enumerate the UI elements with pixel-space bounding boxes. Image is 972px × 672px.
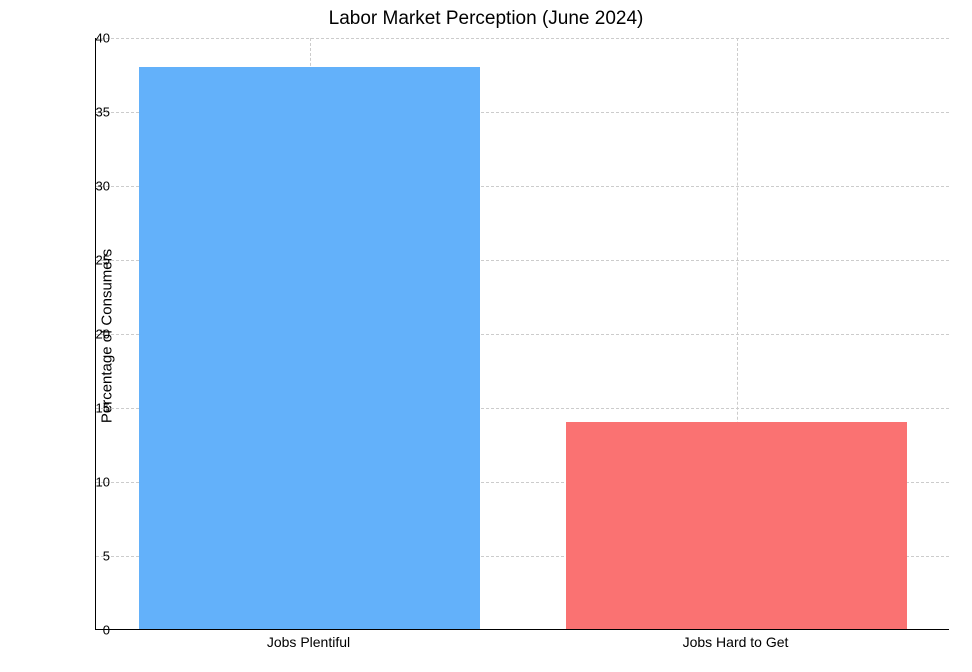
- y-tick-label: 35: [80, 105, 110, 120]
- y-tick-label: 10: [80, 475, 110, 490]
- chart-container: Labor Market Perception (June 2024) Perc…: [0, 0, 972, 672]
- y-tick-label: 20: [80, 327, 110, 342]
- y-tick-label: 40: [80, 31, 110, 46]
- y-tick-label: 15: [80, 401, 110, 416]
- y-tick-label: 5: [80, 549, 110, 564]
- y-tick-label: 0: [80, 623, 110, 638]
- y-tick-label: 25: [80, 253, 110, 268]
- plot-area: [95, 38, 949, 630]
- y-tick-label: 30: [80, 179, 110, 194]
- bar: [566, 422, 908, 629]
- bar: [139, 67, 481, 629]
- x-tick-label: Jobs Plentiful: [267, 634, 350, 650]
- chart-title: Labor Market Perception (June 2024): [0, 8, 972, 30]
- x-tick-label: Jobs Hard to Get: [683, 634, 789, 650]
- grid-line-horizontal: [96, 38, 949, 39]
